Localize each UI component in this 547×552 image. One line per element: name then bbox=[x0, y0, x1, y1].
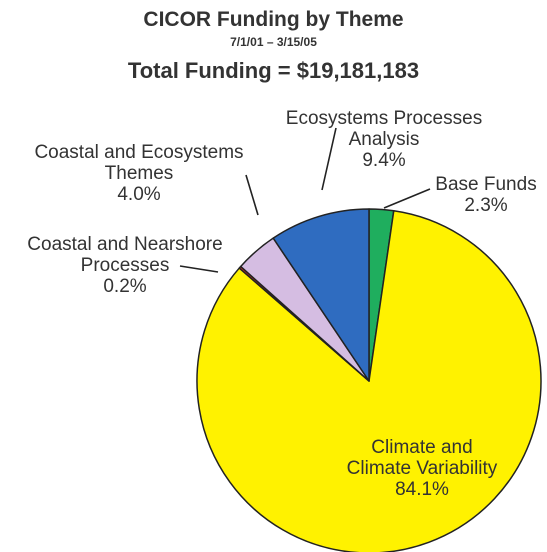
leader-line-0 bbox=[383, 188, 431, 209]
slice-percent: 0.2% bbox=[103, 276, 146, 297]
slice-name-line: Base Funds bbox=[435, 174, 536, 195]
slice-label-4: Ecosystems Processes Analysis 9.4% bbox=[286, 108, 482, 171]
slice-name-line: Processes bbox=[81, 255, 170, 276]
chart-total-funding: Total Funding = $19,181,183 bbox=[127, 58, 420, 83]
slice-label-1: Climate and Climate Variability 84.1% bbox=[347, 437, 498, 500]
leader-line-4 bbox=[321, 127, 337, 191]
slice-name-line: Ecosystems Processes bbox=[286, 108, 482, 129]
slice-name-line: Themes bbox=[105, 163, 174, 184]
leader-line-3 bbox=[245, 174, 259, 216]
slice-name-line: Coastal and Ecosystems bbox=[34, 142, 243, 163]
slice-percent: 4.0% bbox=[117, 184, 160, 205]
pie-slice-4 bbox=[272, 208, 370, 382]
slice-label-3: Coastal and Ecosystems Themes 4.0% bbox=[34, 142, 243, 205]
slice-percent: 2.3% bbox=[464, 195, 507, 216]
slice-percent: 9.4% bbox=[362, 150, 405, 171]
slice-name-line: Coastal and Nearshore bbox=[27, 234, 222, 255]
chart-date-range: 7/1/01 – 3/15/05 bbox=[230, 35, 317, 49]
chart-title: CICOR Funding by Theme bbox=[143, 8, 404, 31]
leader-line-2 bbox=[179, 265, 219, 273]
slice-percent: 84.1% bbox=[395, 479, 449, 500]
slice-name-line: Climate and bbox=[371, 437, 472, 458]
slice-name-line: Analysis bbox=[349, 129, 420, 150]
slice-label-2: Coastal and Nearshore Processes 0.2% bbox=[27, 234, 222, 297]
slice-label-0: Base Funds 2.3% bbox=[435, 174, 536, 216]
slice-name-line: Climate Variability bbox=[347, 458, 498, 479]
